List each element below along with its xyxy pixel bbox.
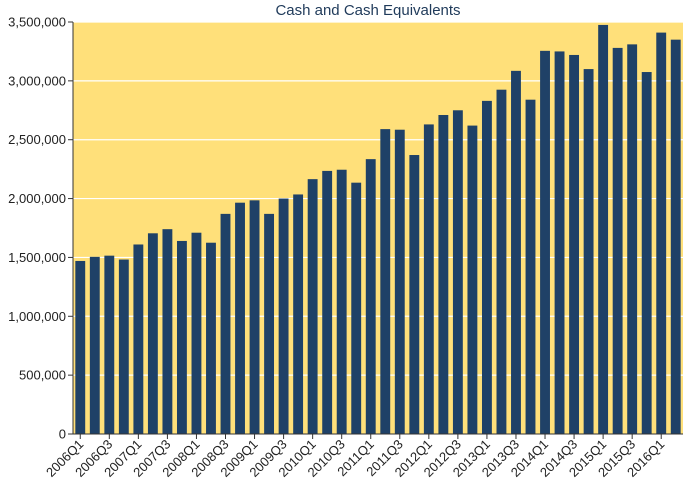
bar-2013Q2 [496,89,507,434]
bar-2010Q4 [351,182,362,434]
bar-2007Q1 [133,244,144,434]
bar-2009Q2 [264,213,275,434]
bar-2013Q4 [525,99,536,434]
bar-2012Q3 [452,110,463,435]
bar-2008Q3 [220,213,231,434]
bar-2008Q4 [235,202,245,434]
bar-2011Q3 [394,129,405,435]
bar-2010Q3 [336,169,347,434]
bar-2012Q2 [438,114,449,434]
y-tick-label: 0 [59,427,66,442]
y-axis: 0 500,000 1,000,000 1,500,000 2,000,000 2,500… [8,15,74,442]
y-tick-label: 2,500,000 [8,132,66,147]
bar-2015Q2 [612,47,623,434]
y-tick-label: 2,000,000 [8,191,66,206]
gridlines [73,21,683,376]
bar-2014Q2 [554,51,565,435]
chart-title: Cash and Cash Equivalents [275,2,460,19]
y-tick-label: 1,500,000 [8,250,66,265]
bar-2006Q2 [89,256,100,434]
bar-2006Q1 [75,260,86,434]
bar-2016Q2 [670,39,681,435]
y-tick-label: 500,000 [19,368,66,383]
bar-2007Q3 [162,229,173,434]
bar-2015Q1 [598,24,609,434]
bar-2009Q1 [249,200,260,434]
bar-2011Q2 [380,129,391,434]
x-axis: 2006Q12006Q32007Q12007Q32008Q12008Q32009… [43,433,683,480]
bar-2007Q2 [147,233,158,434]
bars [75,24,681,435]
bar-2013Q3 [511,70,521,434]
bar-2015Q3 [627,44,638,434]
bar-2012Q4 [467,125,478,435]
bar-2011Q1 [365,159,376,434]
bar-2009Q3 [278,198,289,434]
y-tick-label: 3,000,000 [8,73,66,88]
bar-2008Q2 [206,242,216,434]
bar-2014Q1 [540,50,550,435]
bar-2012Q1 [423,124,434,434]
bar-2010Q1 [307,179,318,434]
bar-2015Q4 [641,72,652,435]
bar-2013Q1 [481,100,492,435]
bar-2010Q2 [322,170,333,434]
bar-2011Q4 [409,155,420,434]
bar-2006Q4 [118,259,129,434]
bar-2014Q4 [583,69,594,434]
y-tick-label: 1,000,000 [8,309,66,324]
bar-2008Q1 [191,232,202,434]
bar-2006Q3 [104,255,115,434]
plot-background [73,22,683,434]
bar-2014Q3 [569,54,580,435]
y-tick-label: 3,500,000 [8,15,66,30]
bar-2016Q1 [656,32,667,434]
bar-2007Q4 [176,240,187,434]
bar-2009Q4 [293,194,304,434]
